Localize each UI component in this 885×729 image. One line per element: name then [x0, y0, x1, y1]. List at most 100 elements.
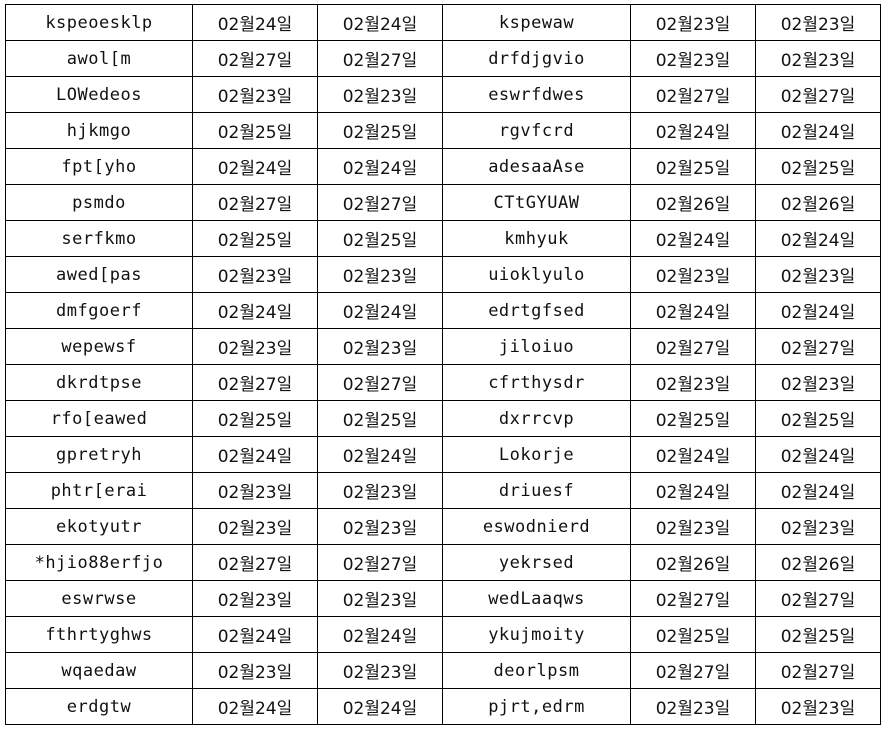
name-cell[interactable]: hjkmgo — [5, 112, 193, 149]
date-cell[interactable]: 02월24일 — [630, 112, 756, 149]
date-cell[interactable]: 02월23일 — [755, 364, 881, 401]
date-cell[interactable]: 02월24일 — [317, 292, 443, 329]
name-cell[interactable]: rfo[eawed — [5, 400, 193, 437]
date-cell[interactable]: 02월24일 — [192, 688, 318, 725]
name-cell[interactable]: eswodnierd — [442, 508, 631, 545]
date-cell[interactable]: 02월24일 — [630, 436, 756, 473]
date-cell[interactable]: 02월25일 — [192, 400, 318, 437]
date-cell[interactable]: 02월23일 — [192, 76, 318, 113]
date-cell[interactable]: 02월23일 — [630, 508, 756, 545]
date-cell[interactable]: 02월23일 — [192, 580, 318, 617]
date-cell[interactable]: 02월25일 — [755, 148, 881, 185]
date-cell[interactable]: 02월23일 — [192, 652, 318, 689]
date-cell[interactable]: 02월23일 — [630, 256, 756, 293]
date-cell[interactable]: 02월23일 — [317, 472, 443, 509]
date-cell[interactable]: 02월24일 — [317, 148, 443, 185]
date-cell[interactable]: 02월23일 — [192, 328, 318, 365]
date-cell[interactable]: 02월27일 — [317, 40, 443, 77]
date-cell[interactable]: 02월26일 — [630, 544, 756, 581]
date-cell[interactable]: 02월26일 — [630, 184, 756, 221]
name-cell[interactable]: Lokorje — [442, 436, 631, 473]
date-cell[interactable]: 02월25일 — [317, 400, 443, 437]
date-cell[interactable]: 02월27일 — [192, 364, 318, 401]
name-cell[interactable]: wepewsf — [5, 328, 193, 365]
date-cell[interactable]: 02월25일 — [630, 616, 756, 653]
name-cell[interactable]: adesaaAse — [442, 148, 631, 185]
date-cell[interactable]: 02월23일 — [317, 508, 443, 545]
date-cell[interactable]: 02월23일 — [317, 76, 443, 113]
name-cell[interactable]: jiloiuo — [442, 328, 631, 365]
name-cell[interactable]: ykujmoity — [442, 616, 631, 653]
date-cell[interactable]: 02월24일 — [755, 220, 881, 257]
date-cell[interactable]: 02월25일 — [192, 220, 318, 257]
date-cell[interactable]: 02월27일 — [192, 184, 318, 221]
name-cell[interactable]: uioklyulo — [442, 256, 631, 293]
date-cell[interactable]: 02월24일 — [755, 436, 881, 473]
date-cell[interactable]: 02월24일 — [192, 4, 318, 41]
date-cell[interactable]: 02월23일 — [317, 328, 443, 365]
date-cell[interactable]: 02월27일 — [317, 544, 443, 581]
name-cell[interactable]: rgvfcrd — [442, 112, 631, 149]
date-cell[interactable]: 02월27일 — [192, 40, 318, 77]
date-cell[interactable]: 02월24일 — [317, 616, 443, 653]
date-cell[interactable]: 02월25일 — [317, 112, 443, 149]
name-cell[interactable]: serfkmo — [5, 220, 193, 257]
date-cell[interactable]: 02월23일 — [630, 688, 756, 725]
date-cell[interactable]: 02월24일 — [630, 472, 756, 509]
date-cell[interactable]: 02월24일 — [755, 472, 881, 509]
date-cell[interactable]: 02월24일 — [192, 436, 318, 473]
date-cell[interactable]: 02월23일 — [755, 508, 881, 545]
name-cell[interactable]: awol[m — [5, 40, 193, 77]
name-cell[interactable]: awed[pas — [5, 256, 193, 293]
date-cell[interactable]: 02월27일 — [630, 652, 756, 689]
date-cell[interactable]: 02월25일 — [630, 148, 756, 185]
date-cell[interactable]: 02월23일 — [630, 40, 756, 77]
name-cell[interactable]: phtr[erai — [5, 472, 193, 509]
date-cell[interactable]: 02월23일 — [630, 4, 756, 41]
name-cell[interactable]: yekrsed — [442, 544, 631, 581]
date-cell[interactable]: 02월23일 — [192, 256, 318, 293]
date-cell[interactable]: 02월24일 — [755, 292, 881, 329]
name-cell[interactable]: CTtGYUAW — [442, 184, 631, 221]
name-cell[interactable]: eswrfdwes — [442, 76, 631, 113]
name-cell[interactable]: drfdjgvio — [442, 40, 631, 77]
date-cell[interactable]: 02월24일 — [192, 616, 318, 653]
name-cell[interactable]: psmdo — [5, 184, 193, 221]
name-cell[interactable]: dmfgoerf — [5, 292, 193, 329]
date-cell[interactable]: 02월23일 — [755, 256, 881, 293]
name-cell[interactable]: dkrdtpse — [5, 364, 193, 401]
name-cell[interactable]: pjrt,edrm — [442, 688, 631, 725]
date-cell[interactable]: 02월24일 — [192, 292, 318, 329]
date-cell[interactable]: 02월23일 — [317, 256, 443, 293]
date-cell[interactable]: 02월24일 — [317, 688, 443, 725]
date-cell[interactable]: 02월27일 — [317, 184, 443, 221]
date-cell[interactable]: 02월24일 — [192, 148, 318, 185]
name-cell[interactable]: dxrrcvp — [442, 400, 631, 437]
date-cell[interactable]: 02월26일 — [755, 184, 881, 221]
date-cell[interactable]: 02월23일 — [755, 40, 881, 77]
name-cell[interactable]: wedLaaqws — [442, 580, 631, 617]
date-cell[interactable]: 02월24일 — [317, 4, 443, 41]
date-cell[interactable]: 02월23일 — [317, 580, 443, 617]
name-cell[interactable]: cfrthysdr — [442, 364, 631, 401]
name-cell[interactable]: ekotyutr — [5, 508, 193, 545]
date-cell[interactable]: 02월27일 — [755, 76, 881, 113]
date-cell[interactable]: 02월23일 — [192, 472, 318, 509]
name-cell[interactable]: kmhyuk — [442, 220, 631, 257]
date-cell[interactable]: 02월26일 — [755, 544, 881, 581]
name-cell[interactable]: *hjio88erfjo — [5, 544, 193, 581]
name-cell[interactable]: erdgtw — [5, 688, 193, 725]
date-cell[interactable]: 02월24일 — [630, 220, 756, 257]
name-cell[interactable]: eswrwse — [5, 580, 193, 617]
date-cell[interactable]: 02월23일 — [755, 4, 881, 41]
date-cell[interactable]: 02월24일 — [317, 436, 443, 473]
date-cell[interactable]: 02월23일 — [317, 652, 443, 689]
date-cell[interactable]: 02월25일 — [630, 400, 756, 437]
date-cell[interactable]: 02월27일 — [755, 652, 881, 689]
name-cell[interactable]: kspeoesklp — [5, 4, 193, 41]
date-cell[interactable]: 02월27일 — [630, 76, 756, 113]
date-cell[interactable]: 02월23일 — [630, 364, 756, 401]
name-cell[interactable]: gpretryh — [5, 436, 193, 473]
date-cell[interactable]: 02월27일 — [630, 328, 756, 365]
name-cell[interactable]: wqaedaw — [5, 652, 193, 689]
